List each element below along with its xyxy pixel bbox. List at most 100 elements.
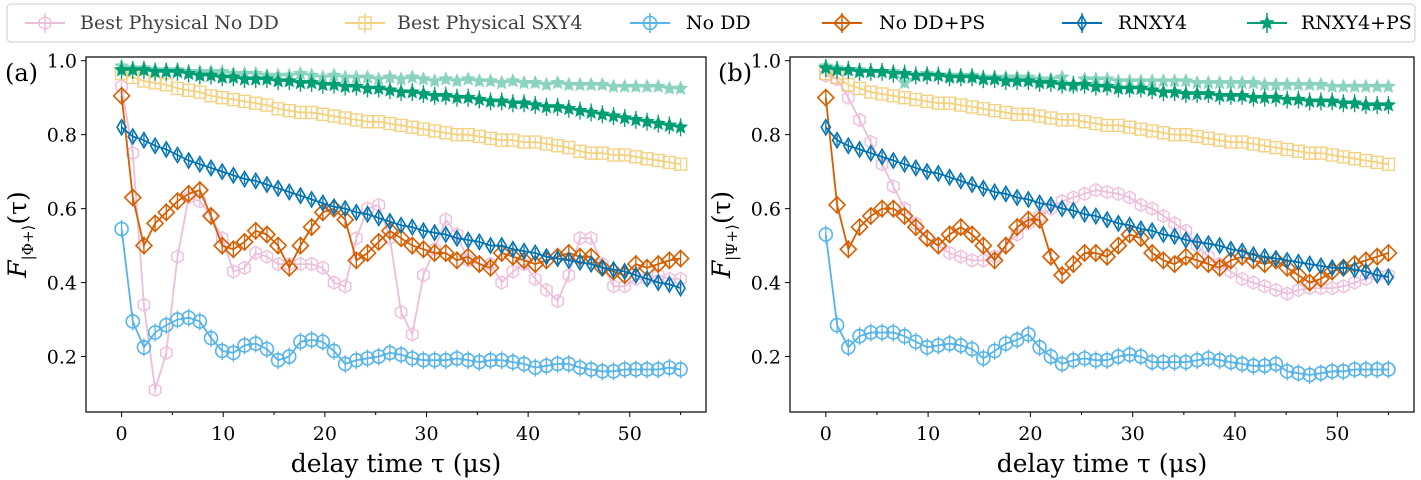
data-point bbox=[1337, 258, 1349, 277]
data-point bbox=[528, 135, 542, 149]
data-point bbox=[1144, 354, 1160, 370]
plot-area bbox=[816, 58, 1398, 385]
data-point bbox=[238, 260, 251, 276]
data-point bbox=[1234, 87, 1250, 103]
data-point bbox=[427, 352, 442, 368]
data-point bbox=[1111, 349, 1126, 364]
data-point bbox=[260, 249, 274, 265]
data-point bbox=[1301, 76, 1318, 92]
data-point bbox=[183, 151, 195, 170]
data-point bbox=[516, 74, 532, 90]
data-point bbox=[1167, 84, 1183, 99]
data-point bbox=[854, 140, 865, 159]
data-point bbox=[268, 236, 288, 255]
legend-item-rnxy4: RNXY4 bbox=[1062, 12, 1187, 34]
data-point bbox=[249, 96, 263, 110]
data-point bbox=[1111, 118, 1126, 133]
data-point bbox=[495, 275, 508, 290]
data-point bbox=[864, 85, 878, 99]
data-point bbox=[673, 362, 688, 377]
y-axis-label-subscript: |Φ+⟩ bbox=[19, 225, 37, 261]
data-point bbox=[1210, 258, 1229, 277]
data-point bbox=[595, 364, 610, 379]
data-point bbox=[414, 240, 433, 259]
data-point bbox=[1156, 126, 1171, 140]
data-point bbox=[204, 89, 218, 103]
data-point bbox=[147, 325, 163, 340]
data-point bbox=[470, 254, 489, 274]
data-point bbox=[495, 133, 509, 147]
y-tick-label: 1.0 bbox=[751, 51, 781, 73]
data-point bbox=[1279, 364, 1295, 379]
data-point bbox=[190, 180, 209, 200]
data-point bbox=[181, 83, 196, 97]
data-point bbox=[897, 90, 912, 105]
data-point bbox=[942, 336, 957, 351]
data-point bbox=[1234, 74, 1250, 90]
legend-label: No DD bbox=[686, 12, 751, 34]
data-point bbox=[493, 93, 510, 108]
data-point bbox=[1380, 78, 1397, 94]
series-nodd bbox=[114, 219, 688, 381]
panel-a: (a) 0 10 20 30 40 50 0.2 0.4 0.6 0.8 1.0 delay time … bbox=[3, 51, 707, 478]
data-point bbox=[1224, 264, 1238, 279]
data-point bbox=[112, 86, 131, 105]
data-point bbox=[1358, 78, 1374, 94]
data-point bbox=[931, 338, 946, 353]
data-point bbox=[942, 96, 957, 110]
data-point bbox=[1167, 127, 1182, 142]
data-point bbox=[896, 65, 913, 81]
data-point bbox=[1311, 269, 1331, 289]
series-rnxy4_ps bbox=[818, 59, 1397, 115]
data-point bbox=[503, 247, 523, 266]
data-point bbox=[358, 243, 377, 263]
data-point bbox=[562, 140, 576, 155]
data-point bbox=[203, 67, 219, 83]
data-point bbox=[305, 256, 318, 272]
data-point bbox=[1290, 76, 1307, 92]
data-point bbox=[1007, 217, 1027, 237]
data-point bbox=[205, 158, 217, 177]
data-point bbox=[1246, 358, 1261, 374]
data-point bbox=[996, 236, 1015, 255]
series-nodd_ps bbox=[816, 88, 1398, 292]
data-point bbox=[852, 81, 867, 96]
data-point bbox=[619, 262, 631, 281]
data-point bbox=[1236, 242, 1248, 261]
data-point bbox=[1247, 275, 1260, 290]
data-point bbox=[1313, 76, 1329, 92]
data-point bbox=[1156, 354, 1171, 370]
data-point bbox=[259, 71, 275, 86]
data-point bbox=[372, 115, 386, 129]
y-axis-label-main: F bbox=[707, 259, 736, 279]
data-point bbox=[483, 131, 498, 146]
data-point bbox=[965, 100, 979, 114]
data-point bbox=[405, 120, 419, 134]
data-point bbox=[605, 78, 622, 94]
data-point bbox=[302, 217, 321, 237]
x-tick-label: 40 bbox=[516, 423, 540, 445]
data-point bbox=[1134, 122, 1148, 136]
data-point bbox=[1043, 74, 1059, 90]
data-point bbox=[326, 343, 342, 359]
data-point bbox=[1278, 258, 1297, 277]
data-point bbox=[127, 127, 139, 146]
data-point bbox=[887, 151, 899, 170]
data-point bbox=[1234, 356, 1250, 372]
data-point bbox=[1010, 227, 1024, 242]
data-point bbox=[920, 94, 934, 109]
data-point bbox=[596, 258, 608, 277]
data-point bbox=[148, 382, 162, 398]
data-point bbox=[213, 236, 232, 255]
data-point bbox=[304, 332, 319, 348]
data-point bbox=[865, 144, 877, 163]
data-point bbox=[1131, 229, 1151, 248]
data-point bbox=[136, 61, 152, 77]
data-point bbox=[1056, 199, 1068, 218]
axes-frame bbox=[85, 56, 707, 413]
data-point bbox=[1010, 107, 1024, 122]
data-point bbox=[460, 71, 476, 86]
data-point bbox=[850, 217, 869, 237]
data-point bbox=[875, 156, 889, 172]
data-point bbox=[1202, 234, 1214, 253]
